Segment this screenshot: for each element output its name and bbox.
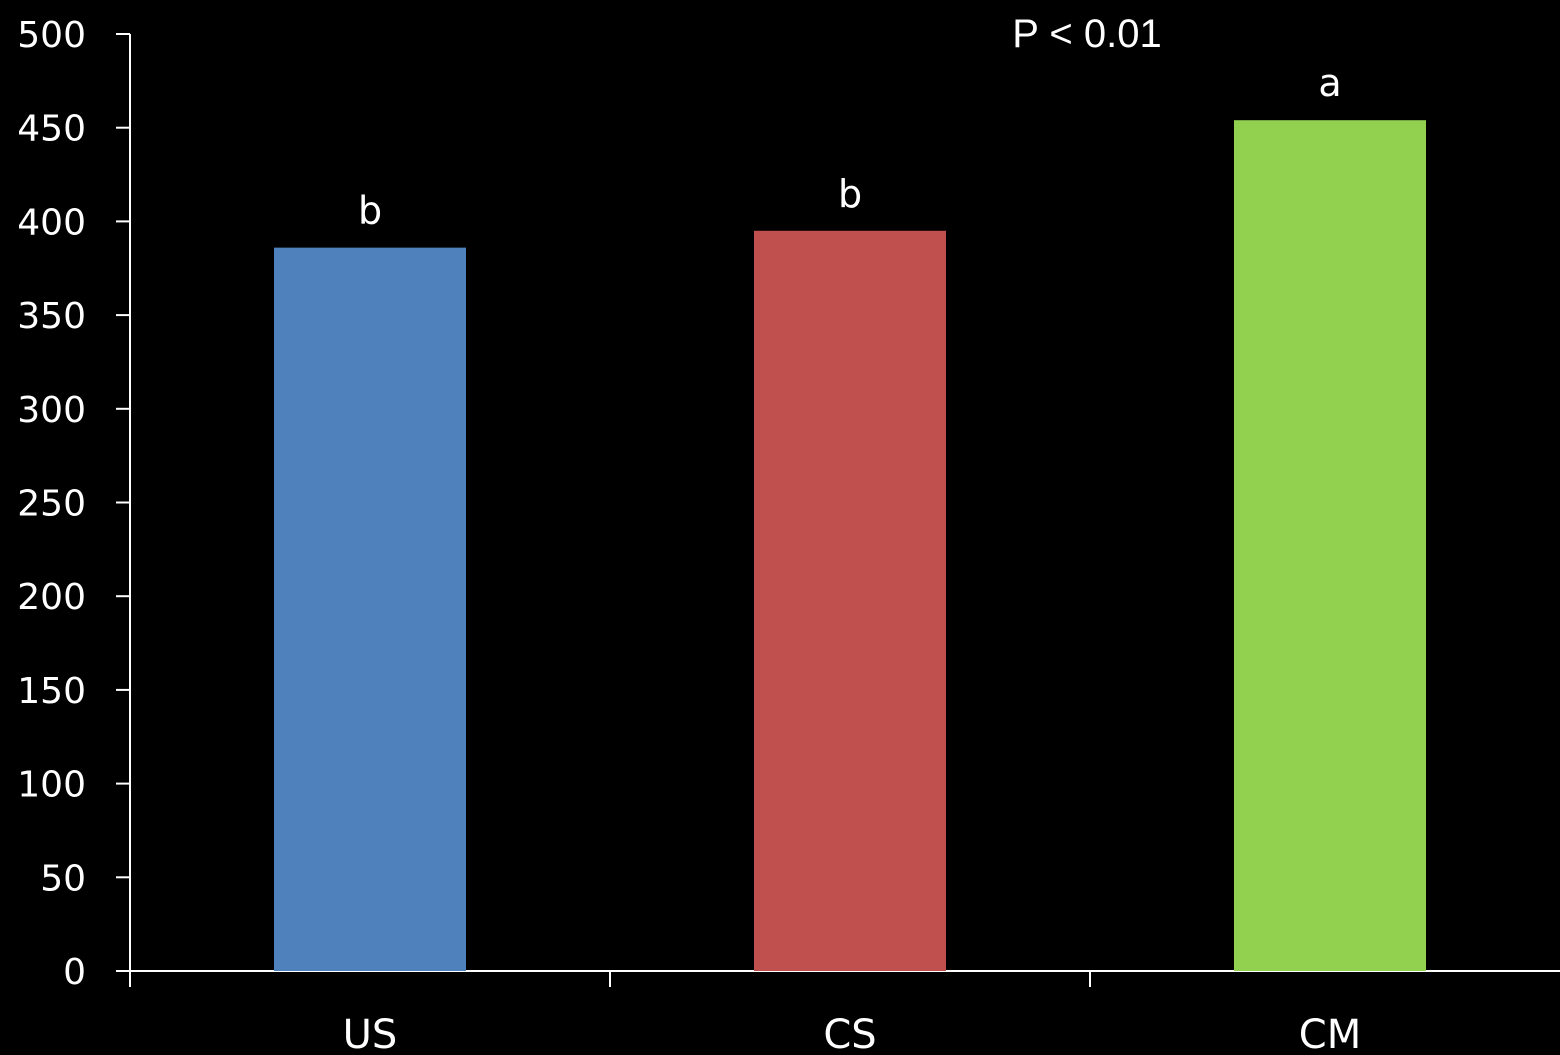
- x-tick-label: CS: [823, 1012, 876, 1055]
- y-tick-label: 50: [40, 858, 86, 899]
- y-tick-label: 250: [17, 484, 86, 525]
- x-tick-label: CM: [1299, 1012, 1361, 1055]
- y-tick-label: 300: [17, 390, 86, 431]
- bars: [274, 120, 1426, 972]
- y-tick-label: 150: [17, 671, 86, 712]
- y-tick-label: 500: [17, 15, 86, 56]
- y-axis: 0 50 100 150 200 250 300 350 400 450 500: [17, 15, 131, 993]
- significance-letter: b: [838, 172, 862, 216]
- y-tick-label: 100: [17, 765, 86, 806]
- significance-annotation: P < 0.01: [1012, 12, 1161, 56]
- significance-letter: b: [358, 189, 382, 233]
- y-tick-label: 0: [63, 952, 86, 993]
- x-tick-label: US: [343, 1012, 398, 1055]
- bar-cs: [754, 230, 946, 971]
- data-labels: b b a: [358, 61, 1342, 232]
- y-tick-label: 450: [17, 109, 86, 150]
- y-tick-label: 350: [17, 296, 86, 337]
- y-tick-label: 200: [17, 577, 86, 618]
- bar-us: [274, 247, 466, 972]
- y-tick-label: 400: [17, 202, 86, 243]
- bar-cm: [1234, 120, 1426, 972]
- significance-letter: a: [1318, 61, 1341, 105]
